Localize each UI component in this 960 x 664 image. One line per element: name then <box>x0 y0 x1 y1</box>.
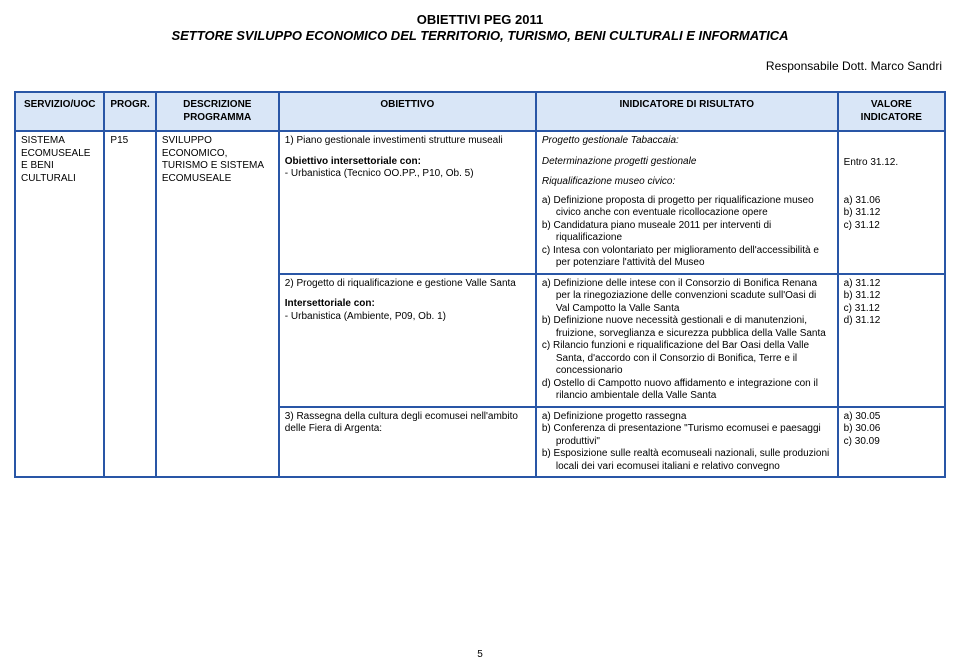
col-progr: PROGR. <box>104 92 155 131</box>
objectives-table: SERVIZIO/UOC PROGR. DESCRIZIONE PROGRAMM… <box>14 91 946 478</box>
cell-valore-1: Entro 31.12. <box>838 131 945 192</box>
cell-valore-2: a) 31.06 b) 31.12 c) 31.12 <box>838 192 945 274</box>
col-indicatore: INIDICATORE DI RISULTATO <box>536 92 838 131</box>
col-servizio: SERVIZIO/UOC <box>15 92 104 131</box>
ind-b1-b: b) Candidatura piano museale 2011 per in… <box>542 220 832 245</box>
col-descrizione-l1: DESCRIZIONE <box>183 99 251 112</box>
ind1-line3: Riqualificazione museo civico: <box>542 176 832 189</box>
doc-title-2: SETTORE SVILUPPO ECONOMICO DEL TERRITORI… <box>14 28 946 43</box>
ind-b1-c: c) Intesa con volontariato per miglioram… <box>542 245 832 270</box>
cell-indicatore-1: Progetto gestionale Tabaccaia: Determina… <box>536 131 838 192</box>
val1: Entro 31.12. <box>844 157 939 170</box>
ind-b2-b: b) Definizione nuove necessità gestional… <box>542 315 832 340</box>
page-number: 5 <box>0 649 960 660</box>
cell-indicatore-2: a) Definizione proposta di progetto per … <box>536 192 838 274</box>
ind1-line1: Progetto gestionale Tabaccaia: <box>542 135 832 148</box>
val-b3-c: c) 30.09 <box>844 436 939 449</box>
val-b3-b: b) 30.06 <box>844 423 939 436</box>
val-b2-d: d) 31.12 <box>844 315 939 328</box>
ind-b2-d: d) Ostello di Campotto nuovo affidamento… <box>542 378 832 403</box>
page: OBIETTIVI PEG 2011 SETTORE SVILUPPO ECON… <box>0 0 960 664</box>
ind-b2-c: c) Rilancio funzioni e riqualificazione … <box>542 340 832 378</box>
cell-progr: P15 <box>104 131 155 477</box>
ob2-line3: - Urbanistica (Ambiente, P09, Ob. 1) <box>285 311 530 324</box>
cell-obiettivo-3: 2) Progetto di riqualificazione e gestio… <box>279 274 536 407</box>
ind-b1-a: a) Definizione proposta di progetto per … <box>542 195 832 220</box>
ob3-line1: 3) Rassegna della cultura degli ecomusei… <box>285 411 530 436</box>
col-descrizione: DESCRIZIONE PROGRAMMA <box>156 92 279 131</box>
ob1-line2: Obiettivo intersettoriale con: <box>285 156 530 169</box>
cell-obiettivo-2 <box>279 192 536 274</box>
val-b2-c: c) 31.12 <box>844 303 939 316</box>
cell-servizio: SISTEMA ECOMUSEALE E BENI CULTURALI <box>15 131 104 477</box>
val-b2-b: b) 31.12 <box>844 290 939 303</box>
ind-b3-b: b) Conferenza di presentazione "Turismo … <box>542 423 832 448</box>
table-row: SISTEMA ECOMUSEALE E BENI CULTURALI P15 … <box>15 131 945 192</box>
ind-b3-a: a) Definizione progetto rassegna <box>542 411 832 424</box>
cell-obiettivo-1: 1) Piano gestionale investimenti struttu… <box>279 131 536 192</box>
ob1-line1: 1) Piano gestionale investimenti struttu… <box>285 135 530 148</box>
col-descrizione-l2: PROGRAMMA <box>183 112 251 125</box>
val-b3-a: a) 30.05 <box>844 411 939 424</box>
cell-indicatore-4: a) Definizione progetto rassegna b) Conf… <box>536 407 838 478</box>
ob1-line3: - Urbanistica (Tecnico OO.PP., P10, Ob. … <box>285 168 530 181</box>
cell-valore-4: a) 30.05 b) 30.06 c) 30.09 <box>838 407 945 478</box>
cell-descr: SVILUPPO ECONOMICO, TURISMO E SISTEMA EC… <box>156 131 279 477</box>
ind-b3-c: b) Esposizione sulle realtà ecomuseali n… <box>542 448 832 473</box>
val-b2-a: a) 31.12 <box>844 278 939 291</box>
ob2-line1: 2) Progetto di riqualificazione e gestio… <box>285 278 530 291</box>
ob2-line2: Intersettoriale con: <box>285 298 530 311</box>
ind1-line2: Determinazione progetti gestionale <box>542 156 832 169</box>
cell-indicatore-3: a) Definizione delle intese con il Conso… <box>536 274 838 407</box>
col-obiettivo: OBIETTIVO <box>279 92 536 131</box>
val-b1-a: a) 31.06 <box>844 195 939 208</box>
val-b1-c: c) 31.12 <box>844 220 939 233</box>
responsabile: Responsabile Dott. Marco Sandri <box>14 59 942 73</box>
col-valore: VALORE INDICATORE <box>838 92 945 131</box>
val-b1-b: b) 31.12 <box>844 207 939 220</box>
cell-valore-3: a) 31.12 b) 31.12 c) 31.12 d) 31.12 <box>838 274 945 407</box>
ind-b2-a: a) Definizione delle intese con il Conso… <box>542 278 832 316</box>
table-header-row: SERVIZIO/UOC PROGR. DESCRIZIONE PROGRAMM… <box>15 92 945 131</box>
doc-title-1: OBIETTIVI PEG 2011 <box>14 12 946 27</box>
cell-obiettivo-4: 3) Rassegna della cultura degli ecomusei… <box>279 407 536 478</box>
